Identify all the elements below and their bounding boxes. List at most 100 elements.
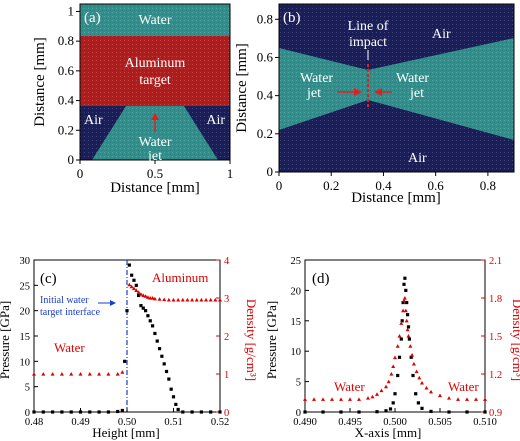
- panel-c-density-point: [157, 297, 162, 301]
- panel-c-ytick-label: 5: [25, 383, 30, 394]
- panel-d-ytick-label: 25: [291, 256, 302, 267]
- panel-d-density-point: [411, 361, 416, 366]
- panel-c-pressure-point: [148, 319, 152, 323]
- panel-c-y2tick-label: 3: [224, 294, 229, 305]
- panel-c-pressure-point: [88, 410, 92, 414]
- panel-c-xlabel: Height [mm]: [92, 425, 160, 440]
- panel-b-ylabel: Distance [mm]: [234, 43, 250, 133]
- panel-c-density-point: [185, 297, 190, 302]
- panel-d-density-point: [406, 334, 411, 338]
- panel-c-density-point: [204, 297, 209, 302]
- panel-c-density-point: [78, 372, 83, 376]
- panel-b-ytick-label: 0: [267, 164, 274, 179]
- panel-d-pressure-point: [405, 300, 409, 305]
- panel-d-pressure-point: [411, 373, 415, 378]
- panel-b-label: (b): [283, 10, 301, 26]
- panel-c-ylabel: Pressure [GPa]: [0, 301, 12, 379]
- panel-a-ytick-label: 0: [68, 152, 75, 167]
- panel-c-density-point: [218, 297, 222, 302]
- panel-c-pressure-point: [41, 410, 45, 414]
- panel-c-density-point: [141, 293, 146, 297]
- panel-c-pressure-point: [130, 273, 134, 277]
- panel-c-ytick-label: 20: [20, 307, 31, 318]
- panel-b-impact-label-2: impact: [349, 35, 387, 50]
- panel-c-pressure-point: [155, 339, 159, 343]
- panel-c-pressure-point: [134, 283, 138, 287]
- panel-c-ytick-label: 0: [25, 408, 30, 419]
- panel-b: (b) Line of impact Air Air Water jet Wat…: [234, 3, 515, 206]
- panel-d-density-point: [465, 397, 469, 401]
- panel-c-density-point: [41, 372, 46, 376]
- panel-a-water-label: Water: [138, 13, 171, 28]
- panel-c-pressure-point: [190, 410, 194, 414]
- panel-d-density-point: [397, 334, 402, 338]
- panel-d-ytick-label: 0: [296, 408, 301, 419]
- panel-c-density-point: [32, 372, 36, 376]
- panel-d-xtick-label: 0.510: [473, 417, 497, 428]
- panel-d-y2tick-label: 1.2: [489, 370, 502, 381]
- panel-b-frame: [278, 3, 515, 173]
- panel-a-ytick-label: 1: [68, 3, 75, 18]
- panel-d-y2tick-label: 1.5: [489, 332, 502, 343]
- panel-b-ytick-label: 0.4: [257, 88, 274, 103]
- panel-d-density-point: [474, 397, 478, 401]
- panel-c-density-point: [129, 284, 134, 289]
- panel-c-density-point: [199, 297, 204, 302]
- panel-d-ytick-label: 15: [291, 317, 302, 328]
- panel-c-pressure-point: [69, 410, 73, 414]
- panel-c-pressure-point: [157, 347, 162, 351]
- panel-b-xlabel: Distance [mm]: [351, 190, 441, 206]
- panel-a-ytick-label: 0.4: [58, 93, 75, 108]
- panel-d-density-point: [404, 318, 409, 323]
- panel-d-density-point: [456, 397, 460, 401]
- panel-c-ytick-label: 10: [20, 357, 31, 368]
- panel-c-pressure-point: [160, 354, 164, 358]
- panel-c-pressure-point: [127, 263, 131, 267]
- panel-c-pressure-point: [174, 402, 178, 406]
- panel-d-density-point: [483, 397, 487, 401]
- panel-d-water-right-label: Water: [448, 379, 479, 394]
- panel-b-left-arrowhead: [354, 88, 362, 96]
- panel-a-xtick-label: 1: [227, 166, 234, 181]
- panel-c-density-point: [138, 292, 143, 296]
- panel-d-pressure-point: [465, 410, 469, 414]
- panel-d-pressure-point: [396, 373, 400, 378]
- panel-c-density-point: [166, 297, 171, 302]
- panel-c-pressure-point: [218, 410, 222, 414]
- panel-c-xtick-label: 0.49: [71, 417, 89, 428]
- panel-c-density-point: [106, 372, 111, 376]
- panel-b-jet-left-label-1: Water: [300, 71, 333, 86]
- panel-d-y2tick-label: 1.8: [489, 294, 502, 305]
- panel-c-pressure-point: [116, 409, 120, 414]
- panel-c-density-point: [87, 372, 92, 376]
- panel-d-y2tick-label: 2.1: [489, 256, 502, 267]
- panel-c-pressure-point: [125, 309, 129, 313]
- panel-d-pressure-point: [403, 276, 407, 280]
- panel-b-xtick-label: 0.8: [480, 178, 496, 193]
- panel-c-pressure-point: [106, 410, 110, 414]
- panel-d-pressure-point: [303, 410, 307, 414]
- panel-a-air-left-label: Air: [84, 113, 103, 128]
- panel-c-density-point: [162, 297, 167, 302]
- panel-d-xlabel: X-axis [mm]: [355, 425, 422, 440]
- panel-c-xtick-label: 0.48: [25, 417, 43, 428]
- panel-b-ytick-label: 0.6: [257, 49, 274, 64]
- panel-c-density-point: [150, 296, 155, 300]
- panel-d-pressure-point: [388, 407, 393, 411]
- panel-d-density-point: [424, 385, 429, 390]
- panel-c-y2label: Density [g/cm³]: [244, 299, 259, 381]
- panel-d-density-point: [375, 392, 379, 396]
- panel-a-xlabel: Distance [mm]: [110, 180, 200, 196]
- panel-d: 0.490 0.495 0.500 0.505 0.510 0 5 10 15 20 25 0.9 1.…: [264, 256, 520, 440]
- panel-c-pressure-point: [162, 362, 166, 366]
- panel-d-pressure-point: [406, 325, 411, 329]
- panel-d-density-point: [402, 298, 406, 303]
- panel-b-xtick-label: 0.2: [323, 178, 339, 193]
- panel-d-density-point: [348, 397, 352, 401]
- panel-c-density-point: [59, 372, 64, 376]
- panel-c-pressure-point: [167, 377, 171, 381]
- panel-c-pressure-point: [181, 410, 185, 414]
- panel-c-y2tick-label: 2: [224, 332, 229, 343]
- panel-d-ylabel: Pressure [GPa]: [264, 301, 279, 379]
